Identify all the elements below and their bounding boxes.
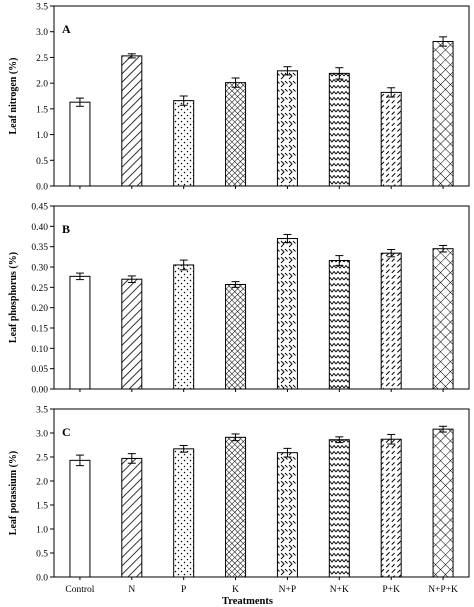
category-label: N+P+K [428, 585, 458, 595]
y-tick-label: 3.0 [36, 28, 48, 38]
y-tick-label: 0.20 [31, 304, 48, 314]
bar [121, 457, 143, 578]
y-tick-label: 0.0 [36, 183, 48, 193]
panel-label: A [62, 22, 71, 36]
y-tick-label: 0.05 [31, 365, 48, 375]
category-label: K [232, 585, 239, 595]
bar [121, 278, 143, 390]
y-axis-label: Leaf phosphorus (%) [8, 252, 19, 343]
bar [173, 100, 195, 187]
bar [380, 252, 402, 390]
bar [276, 238, 298, 390]
y-tick-label: 1.0 [36, 131, 48, 141]
y-tick-label: 0.0 [36, 574, 48, 584]
bar [328, 72, 350, 187]
panel-B: 0.00 0.05 0.10 0.15 0.20 0.25 0.30 0.35 0.40 0.45… [8, 203, 470, 396]
panel-C: 0.0 0.5 1.0 1.5 2.0 2.5 3.0 3.5 Leaf potassium (… [8, 406, 470, 595]
y-tick-label: 1.5 [36, 105, 48, 115]
y-tick-label: 0.35 [31, 243, 48, 253]
y-tick-label: 0.45 [31, 203, 48, 213]
y-axis-label: Leaf nitrogen (%) [8, 57, 19, 134]
y-tick-label: 2.5 [36, 454, 48, 464]
y-tick-label: 0.5 [36, 550, 48, 560]
bar [121, 55, 143, 187]
y-tick-label: 0.25 [31, 284, 48, 294]
y-tick-label: 2.0 [36, 80, 48, 90]
category-label: N [128, 585, 135, 595]
y-tick-label: 1.5 [36, 502, 48, 512]
bar [173, 264, 195, 390]
bar [173, 448, 195, 578]
category-label: P+K [382, 585, 400, 595]
panel-label: B [62, 222, 70, 236]
bar [380, 91, 402, 187]
category-label: P [181, 585, 186, 595]
y-tick-label: 3.5 [36, 3, 48, 13]
panel-A: 0.0 0.5 1.0 1.5 2.0 2.5 3.0 3.5 Leaf nitrogen (%… [8, 3, 470, 193]
y-tick-label: 0.30 [31, 264, 48, 274]
category-label: N+P [279, 585, 297, 595]
bar [225, 82, 247, 187]
bar [69, 459, 91, 578]
bar [69, 275, 91, 390]
x-axis-label: Treatments [222, 596, 273, 607]
y-tick-label: 3.0 [36, 430, 48, 440]
y-tick-label: 2.5 [36, 54, 48, 64]
plot-frame [53, 408, 470, 578]
y-tick-label: 3.5 [36, 406, 48, 416]
y-axis-label: Leaf potassium (%) [8, 451, 19, 535]
bar [328, 259, 350, 390]
y-tick-label: 2.0 [36, 478, 48, 488]
bar [432, 248, 454, 390]
plot-frame [53, 205, 470, 390]
plot-frame [53, 5, 470, 187]
bar [69, 101, 91, 187]
y-tick-label: 0.40 [31, 223, 48, 233]
bar [432, 428, 454, 578]
category-label: Control [65, 585, 94, 595]
bar [225, 436, 247, 578]
category-label: N+K [330, 585, 349, 595]
panel-label: C [62, 425, 71, 439]
y-tick-label: 0.15 [31, 325, 48, 335]
y-tick-label: 0.00 [31, 386, 48, 396]
bar [276, 452, 298, 578]
y-tick-label: 0.10 [31, 345, 48, 355]
bar [380, 438, 402, 578]
bar [276, 70, 298, 187]
bar [225, 283, 247, 390]
bar [328, 439, 350, 578]
y-tick-label: 0.5 [36, 157, 48, 167]
bar [432, 40, 454, 187]
y-tick-label: 1.0 [36, 526, 48, 536]
